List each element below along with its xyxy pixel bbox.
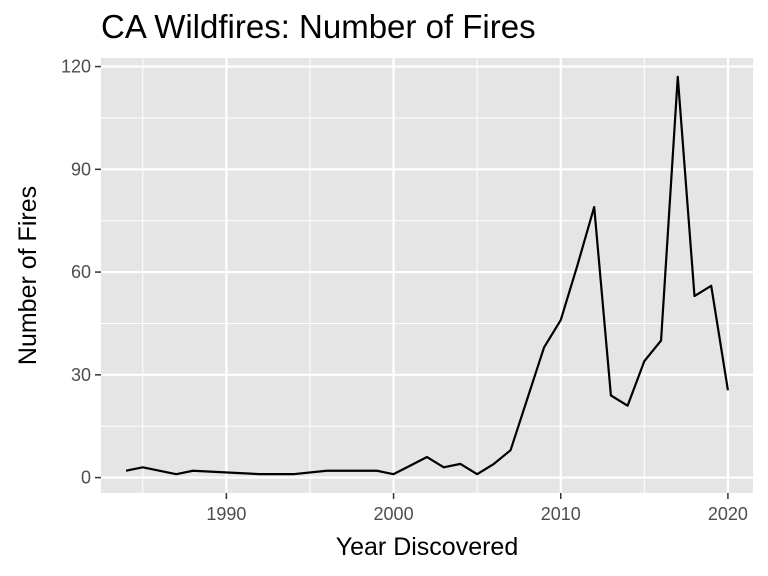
x-tick-label: 2020	[708, 504, 748, 524]
major-gridlines	[101, 58, 753, 493]
y-tick-label: 90	[71, 159, 91, 179]
x-tick-label: 1990	[206, 504, 246, 524]
minor-gridlines	[101, 58, 753, 493]
plot-panel	[101, 58, 753, 493]
y-tick-label: 120	[61, 57, 91, 77]
y-tick-label: 30	[71, 365, 91, 385]
series-line	[125, 75, 730, 476]
y-axis-title: Number of Fires	[14, 186, 42, 365]
axis-ticks	[95, 65, 729, 499]
chart-title: CA Wildfires: Number of Fires	[101, 8, 536, 45]
x-tick-label: 2000	[374, 504, 414, 524]
x-tick-label: 2010	[541, 504, 581, 524]
series-layer	[125, 75, 730, 476]
y-tick-label: 60	[71, 262, 91, 282]
x-axis-title: Year Discovered	[336, 533, 519, 561]
y-tick-label: 0	[81, 468, 91, 488]
tick-labels: 1990 2000 2010 2020 0 30 60 90 120	[61, 57, 748, 524]
